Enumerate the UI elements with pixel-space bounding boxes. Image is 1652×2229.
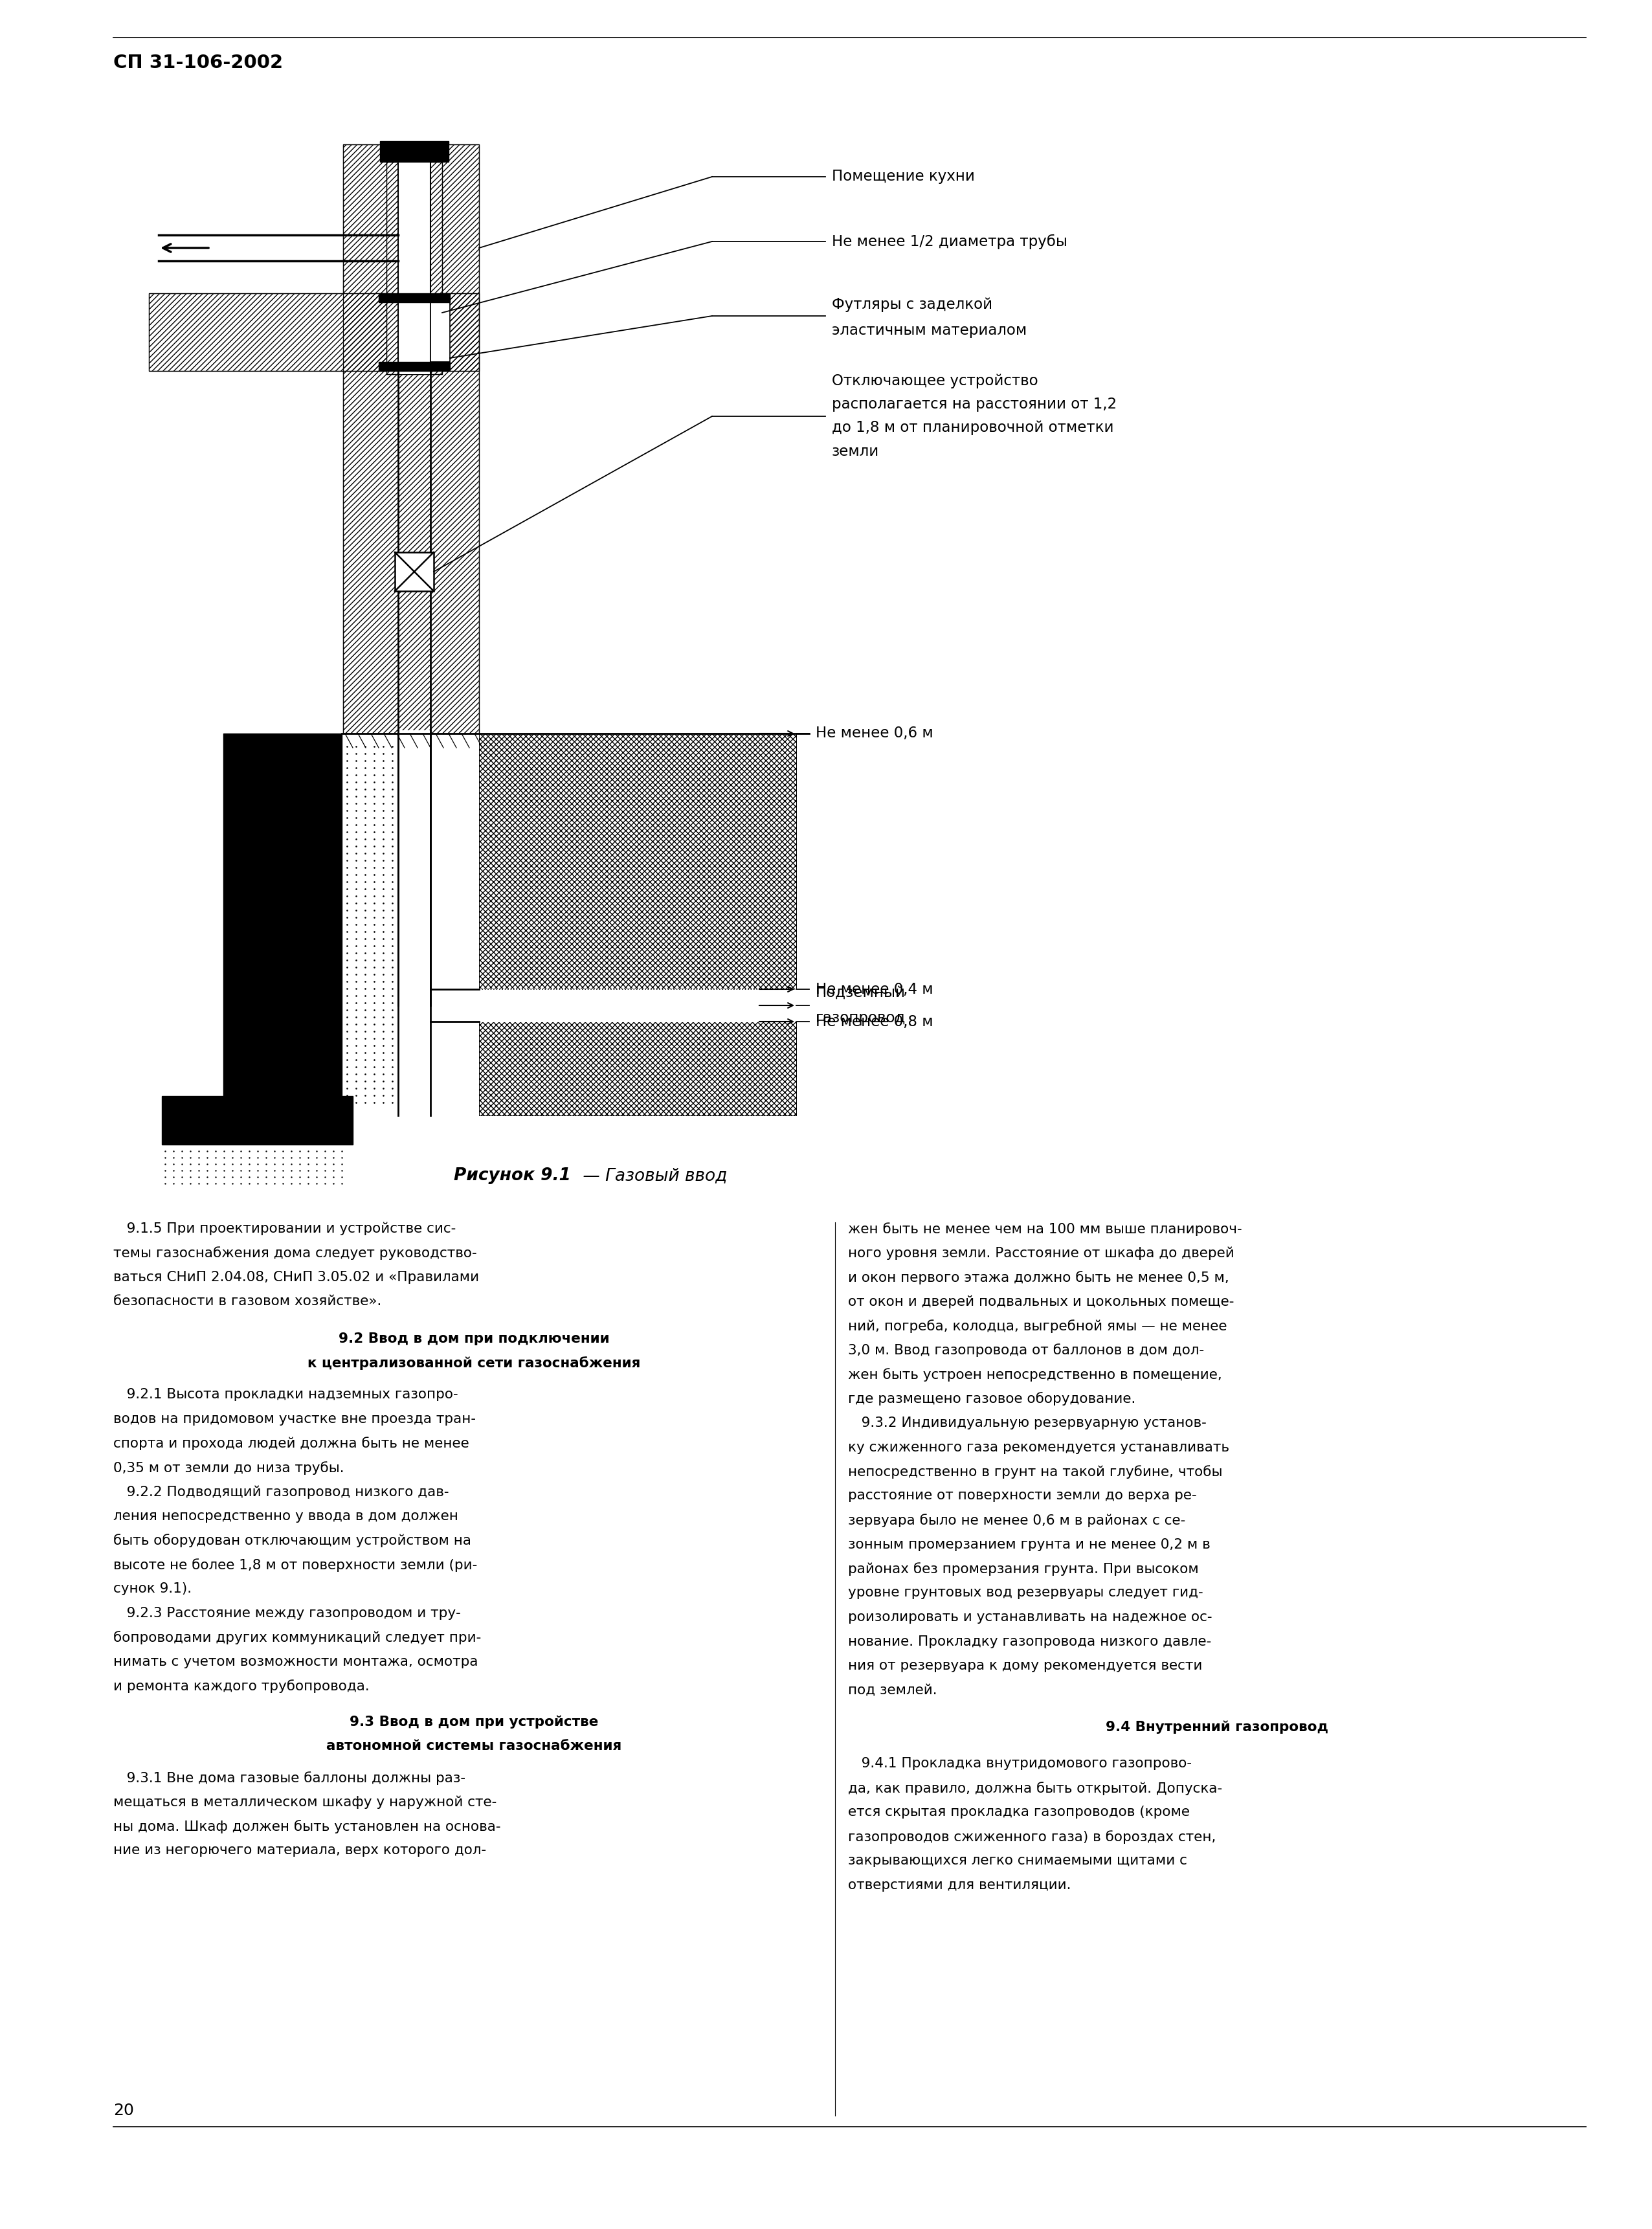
Text: до 1,8 м от планировочной отметки: до 1,8 м от планировочной отметки — [833, 421, 1113, 435]
Text: ний, погреба, колодца, выгребной ямы — не менее: ний, погреба, колодца, выгребной ямы — н… — [847, 1320, 1227, 1333]
Text: ваться СНиП 2.04.08, СНиП 3.05.02 и «Правилами: ваться СНиП 2.04.08, СНиП 3.05.02 и «Пра… — [114, 1271, 479, 1284]
Text: к централизованной сети газоснабжения: к централизованной сети газоснабжения — [307, 1357, 641, 1371]
Text: роизолировать и устанавливать на надежное ос-: роизолировать и устанавливать на надежно… — [847, 1612, 1213, 1623]
Text: 9.4.1 Прокладка внутридомового газопрово-: 9.4.1 Прокладка внутридомового газопрово… — [847, 1756, 1191, 1770]
Text: зонным промерзанием грунта и не менее 0,2 м в: зонным промерзанием грунта и не менее 0,… — [847, 1538, 1211, 1551]
Text: 9.4 Внутренний газопровод: 9.4 Внутренний газопровод — [1105, 1721, 1328, 1734]
Text: 3,0 м. Ввод газопровода от баллонов в дом дол-: 3,0 м. Ввод газопровода от баллонов в до… — [847, 1344, 1204, 1357]
Text: ется скрытая прокладка газопроводов (кроме: ется скрытая прокладка газопроводов (кро… — [847, 1805, 1189, 1819]
Bar — [223, 733, 342, 1099]
Bar — [162, 1097, 354, 1146]
Text: закрывающихся легко снимаемыми щитами с: закрывающихся легко снимаемыми щитами с — [847, 1855, 1188, 1868]
Bar — [398, 163, 431, 374]
Bar — [378, 294, 449, 303]
Text: ления непосредственно у ввода в дом должен: ления непосредственно у ввода в дом долж… — [114, 1509, 458, 1522]
Text: Рисунок 9.1: Рисунок 9.1 — [454, 1168, 572, 1184]
Text: нимать с учетом возможности монтажа, осмотра: нимать с учетом возможности монтажа, осм… — [114, 1656, 477, 1667]
Text: Не менее 0,6 м: Не менее 0,6 м — [816, 727, 933, 740]
Text: под землей.: под землей. — [847, 1683, 937, 1696]
Bar — [378, 361, 449, 370]
Text: ны дома. Шкаф должен быть установлен на основа-: ны дома. Шкаф должен быть установлен на … — [114, 1819, 501, 1832]
Bar — [398, 731, 431, 1119]
Text: районах без промерзания грунта. При высоком: районах без промерзания грунта. При высо… — [847, 1563, 1199, 1576]
Text: 20: 20 — [114, 2102, 134, 2118]
Text: жен быть устроен непосредственно в помещение,: жен быть устроен непосредственно в помещ… — [847, 1369, 1222, 1382]
Text: 9.2.2 Подводящий газопровод низкого дав-: 9.2.2 Подводящий газопровод низкого дав- — [114, 1485, 449, 1498]
Text: Отключающее устройство: Отключающее устройство — [833, 374, 1037, 388]
Text: спорта и прохода людей должна быть не менее: спорта и прохода людей должна быть не ме… — [114, 1438, 469, 1451]
Text: бопроводами других коммуникаций следует при-: бопроводами других коммуникаций следует … — [114, 1632, 481, 1645]
Text: от окон и дверей подвальных и цокольных помеще-: от окон и дверей подвальных и цокольных … — [847, 1295, 1234, 1308]
Bar — [149, 294, 479, 370]
Bar — [431, 303, 449, 361]
Text: мещаться в металлическом шкафу у наружной сте-: мещаться в металлическом шкафу у наружно… — [114, 1797, 497, 1810]
Bar — [149, 294, 479, 370]
Text: 9.2.1 Высота прокладки надземных газопро-: 9.2.1 Высота прокладки надземных газопро… — [114, 1389, 458, 1402]
Text: отверстиями для вентиляции.: отверстиями для вентиляции. — [847, 1879, 1070, 1892]
Bar — [387, 163, 443, 374]
Text: 9.2.3 Расстояние между газопроводом и тру-: 9.2.3 Расстояние между газопроводом и тр… — [114, 1607, 461, 1620]
Bar — [479, 733, 796, 1114]
Bar — [431, 303, 449, 361]
Text: непосредственно в грунт на такой глубине, чтобы: непосредственно в грунт на такой глубине… — [847, 1464, 1222, 1478]
Text: Не менее 0,4 м: Не менее 0,4 м — [816, 981, 933, 996]
Text: уровне грунтовых вод резервуары следует гид-: уровне грунтовых вод резервуары следует … — [847, 1587, 1203, 1600]
Text: высоте не более 1,8 м от поверхности земли (ри-: высоте не более 1,8 м от поверхности зем… — [114, 1558, 477, 1571]
Text: нование. Прокладку газопровода низкого давле-: нование. Прокладку газопровода низкого д… — [847, 1636, 1211, 1647]
Text: ния от резервуара к дому рекомендуется вести: ния от резервуара к дому рекомендуется в… — [847, 1658, 1203, 1672]
Text: сунок 9.1).: сунок 9.1). — [114, 1583, 192, 1596]
Text: располагается на расстоянии от 1,2: располагается на расстоянии от 1,2 — [833, 397, 1117, 412]
Bar — [477, 990, 801, 1023]
Text: газопровод: газопровод — [816, 1010, 905, 1025]
Text: водов на придомовом участке вне проезда тран-: водов на придомовом участке вне проезда … — [114, 1413, 476, 1424]
Text: 0,35 м от земли до низа трубы.: 0,35 м от земли до низа трубы. — [114, 1460, 344, 1476]
Bar — [387, 163, 443, 374]
Text: Помещение кухни: Помещение кухни — [833, 169, 975, 185]
Text: Не менее 0,8 м: Не менее 0,8 м — [816, 1014, 933, 1030]
Bar — [344, 145, 479, 733]
Text: безопасности в газовом хозяйстве».: безопасности в газовом хозяйстве». — [114, 1295, 382, 1308]
Text: темы газоснабжения дома следует руководство-: темы газоснабжения дома следует руководс… — [114, 1246, 477, 1259]
Bar — [344, 145, 479, 733]
Text: 9.1.5 При проектировании и устройстве сис-: 9.1.5 При проектировании и устройстве си… — [114, 1221, 456, 1235]
Text: газопроводов сжиженного газа) в бороздах стен,: газопроводов сжиженного газа) в бороздах… — [847, 1830, 1216, 1843]
Bar — [395, 553, 434, 591]
Text: эластичным материалом: эластичным материалом — [833, 323, 1028, 337]
Text: где размещено газовое оборудование.: где размещено газовое оборудование. — [847, 1393, 1135, 1406]
Text: и окон первого этажа должно быть не менее 0,5 м,: и окон первого этажа должно быть не мене… — [847, 1271, 1229, 1284]
Text: Не менее 1/2 диаметра трубы: Не менее 1/2 диаметра трубы — [833, 234, 1067, 250]
Text: Подземный: Подземный — [816, 985, 905, 1001]
Text: 9.3 Ввод в дом при устройстве: 9.3 Ввод в дом при устройстве — [350, 1716, 598, 1730]
Text: быть оборудован отключающим устройством на: быть оборудован отключающим устройством … — [114, 1534, 471, 1547]
Text: да, как правило, должна быть открытой. Допуска-: да, как правило, должна быть открытой. Д… — [847, 1781, 1222, 1794]
Text: и ремонта каждого трубопровода.: и ремонта каждого трубопровода. — [114, 1678, 370, 1694]
Text: расстояние от поверхности земли до верха ре-: расстояние от поверхности земли до верха… — [847, 1489, 1196, 1502]
Text: жен быть не менее чем на 100 мм выше планировоч-: жен быть не менее чем на 100 мм выше пла… — [847, 1221, 1242, 1235]
Text: — Газовый ввод: — Газовый ввод — [578, 1168, 727, 1184]
Text: Футляры с заделкой: Футляры с заделкой — [833, 296, 993, 312]
Text: 9.3.1 Вне дома газовые баллоны должны раз-: 9.3.1 Вне дома газовые баллоны должны ра… — [114, 1772, 466, 1785]
Text: зервуара было не менее 0,6 м в районах с се-: зервуара было не менее 0,6 м в районах с… — [847, 1513, 1186, 1527]
Text: земли: земли — [833, 444, 879, 459]
Text: ного уровня земли. Расстояние от шкафа до дверей: ного уровня земли. Расстояние от шкафа д… — [847, 1246, 1234, 1259]
Text: автономной системы газоснабжения: автономной системы газоснабжения — [325, 1739, 621, 1752]
Text: ние из негорючего материала, верх которого дол-: ние из негорючего материала, верх которо… — [114, 1843, 486, 1857]
Text: ку сжиженного газа рекомендуется устанавливать: ку сжиженного газа рекомендуется устанав… — [847, 1440, 1229, 1453]
Bar — [479, 733, 796, 1114]
Text: 9.2 Ввод в дом при подключении: 9.2 Ввод в дом при подключении — [339, 1333, 610, 1346]
Text: 9.3.2 Индивидуальную резервуарную установ-: 9.3.2 Индивидуальную резервуарную устано… — [847, 1415, 1206, 1429]
Text: СП 31-106-2002: СП 31-106-2002 — [114, 53, 282, 71]
Bar — [380, 140, 449, 163]
